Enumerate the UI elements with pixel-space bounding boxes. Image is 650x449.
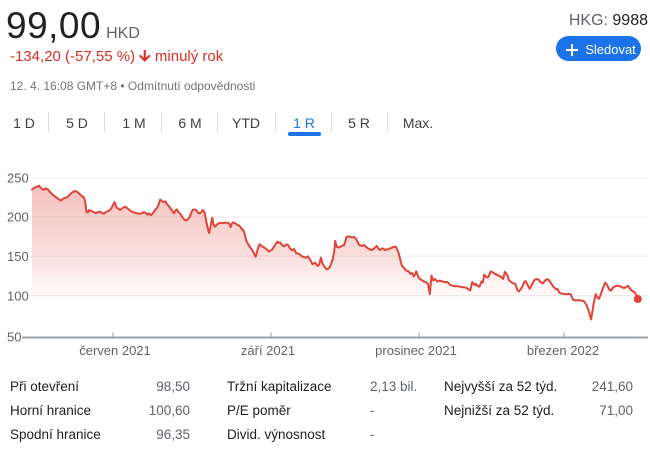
svg-text:100: 100: [7, 288, 29, 303]
svg-text:50: 50: [7, 330, 21, 345]
svg-text:červen 2021: červen 2021: [79, 343, 151, 358]
svg-text:200: 200: [7, 210, 29, 225]
svg-text:250: 250: [7, 171, 29, 186]
svg-text:prosinec 2021: prosinec 2021: [375, 343, 457, 358]
svg-text:září 2021: září 2021: [241, 343, 295, 358]
svg-text:březen 2022: březen 2022: [527, 343, 599, 358]
svg-text:150: 150: [7, 249, 29, 264]
